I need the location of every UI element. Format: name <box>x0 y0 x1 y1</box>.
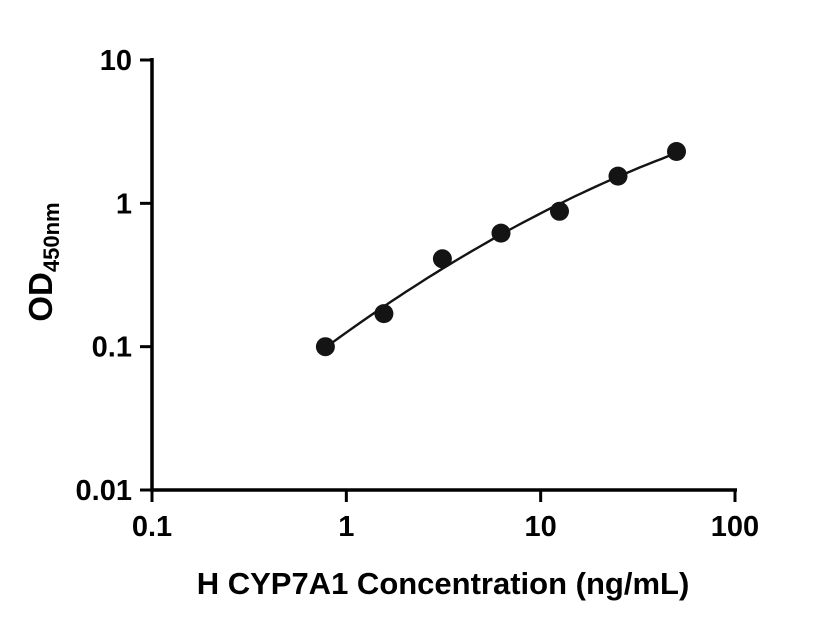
axes <box>150 58 737 492</box>
y-axis-title-sub: 450nm <box>39 202 64 272</box>
data-point <box>550 201 569 221</box>
data-point <box>667 142 686 161</box>
x-tick-label: 10 <box>525 511 557 543</box>
x-axis-title: H CYP7A1 Concentration (ng/mL) <box>197 566 690 601</box>
y-tick-label: 1 <box>116 188 132 220</box>
y-axis-title-main: OD <box>22 272 59 322</box>
data-point <box>315 337 335 357</box>
y-tick-label: 10 <box>100 45 132 77</box>
data-point <box>491 223 511 243</box>
data-point <box>374 304 394 324</box>
y-axis-title: OD450nm <box>22 202 64 321</box>
data-point <box>432 249 452 269</box>
y-tick-label: 0.1 <box>92 332 132 364</box>
x-tick-label: 1 <box>338 511 354 543</box>
y-tick-label: 0.01 <box>76 475 132 507</box>
x-axis-ticks: 0.1 1 10 100 <box>132 490 759 543</box>
x-tick-label: 100 <box>711 511 759 543</box>
data-point <box>608 166 628 186</box>
x-tick-label: 0.1 <box>132 511 172 543</box>
data-points <box>315 142 686 357</box>
y-axis-ticks: 10 1 0.1 0.01 <box>76 45 152 507</box>
